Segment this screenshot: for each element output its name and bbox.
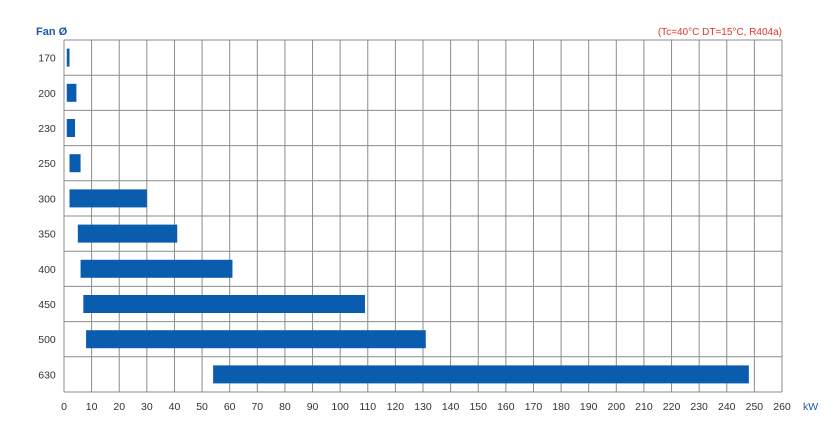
capacity-bar — [77, 224, 178, 243]
x-tick-label: 40 — [169, 401, 181, 413]
y-axis-label: Fan Ø — [36, 26, 68, 38]
x-tick-label: 250 — [746, 401, 764, 413]
x-tick-label: 0 — [61, 401, 67, 413]
category-label: 500 — [38, 334, 56, 346]
x-tick-label: 90 — [307, 401, 319, 413]
x-axis-unit-label: kW — [803, 401, 818, 413]
capacity-bar — [69, 189, 147, 208]
capacity-bar — [69, 154, 81, 173]
labels: 0 10 20 30 40 50 60 70 80 90 100 110 120 130 140 150 160… — [38, 53, 791, 413]
x-tick-label: 190 — [580, 401, 598, 413]
capacity-bar — [66, 83, 77, 102]
x-tick-label: 240 — [718, 401, 736, 413]
x-tick-label: 160 — [497, 401, 515, 413]
x-tick-label: 200 — [608, 401, 626, 413]
x-tick-label: 230 — [690, 401, 708, 413]
x-tick-label: 110 — [359, 401, 376, 413]
x-tick-label: 170 — [525, 401, 543, 413]
category-label: 400 — [38, 264, 56, 276]
category-label: 230 — [38, 123, 56, 135]
bars — [66, 48, 749, 384]
x-tick-label: 50 — [196, 401, 208, 413]
x-tick-label: 70 — [251, 401, 263, 413]
capacity-bar — [80, 259, 233, 278]
capacity-bar — [66, 48, 70, 67]
category-label: 250 — [38, 158, 56, 170]
capacity-bar — [83, 295, 366, 313]
category-label: 200 — [38, 88, 56, 100]
capacity-bar — [86, 330, 426, 349]
capacity-bar — [66, 119, 76, 137]
x-tick-label: 10 — [86, 401, 98, 413]
x-tick-label: 100 — [331, 401, 349, 413]
category-label: 350 — [38, 229, 56, 241]
category-label: 300 — [38, 193, 56, 205]
category-label: 450 — [38, 299, 56, 311]
x-tick-label: 30 — [141, 401, 153, 413]
capacity-bar — [213, 365, 749, 384]
x-tick-label: 20 — [113, 401, 125, 413]
x-tick-label: 120 — [387, 401, 405, 413]
x-tick-label: 60 — [224, 401, 236, 413]
x-tick-label: 260 — [773, 401, 791, 413]
x-tick-label: 140 — [442, 401, 460, 413]
x-tick-label: 180 — [552, 401, 570, 413]
category-label: 630 — [38, 369, 56, 381]
x-tick-label: 80 — [279, 401, 291, 413]
x-tick-label: 130 — [414, 401, 432, 413]
category-label: 170 — [38, 53, 56, 65]
conditions-note: (Tc=40°C DT=15°C, R404a) — [658, 27, 782, 38]
x-tick-label: 150 — [469, 401, 487, 413]
x-tick-label: 220 — [663, 401, 681, 413]
x-tick-label: 210 — [635, 401, 653, 413]
